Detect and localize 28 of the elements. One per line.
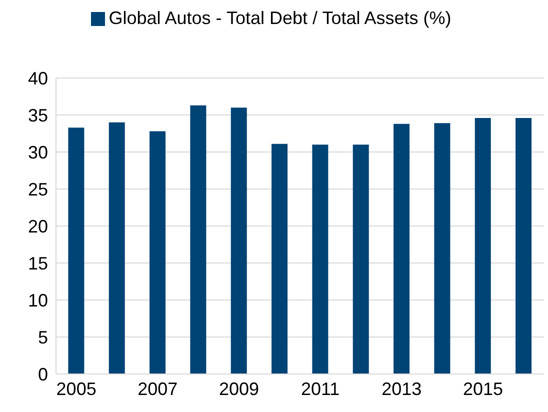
bar [434,123,450,374]
bar [272,144,288,374]
bar [150,131,166,374]
legend-label: Global Autos - Total Debt / Total Assets (%) [108,8,452,28]
y-tick-label: 35 [28,105,48,126]
bar [394,124,410,374]
x-tick-label: 2007 [138,378,178,399]
x-tick-label: 2009 [218,378,260,399]
y-tick-label: 5 [38,327,48,348]
y-tick-label: 0 [38,364,48,384]
bar [190,105,206,374]
bar [516,118,532,374]
y-tick-label: 20 [28,216,48,236]
x-tick-label: 2015 [462,378,504,399]
y-tick-label: 25 [28,179,48,200]
bar [108,122,125,374]
bar [230,108,247,374]
y-tick-label: 10 [28,290,48,310]
bar [68,128,84,374]
bar [312,144,328,374]
y-tick-label: 30 [28,142,48,162]
x-tick-label: 2013 [382,378,422,399]
y-tick-label: 40 [28,68,48,88]
x-tick-label: 2005 [56,378,96,399]
y-tick-label: 15 [28,253,48,274]
x-tick-label: 2011 [300,378,340,399]
bar [352,144,369,374]
bar [474,118,491,374]
